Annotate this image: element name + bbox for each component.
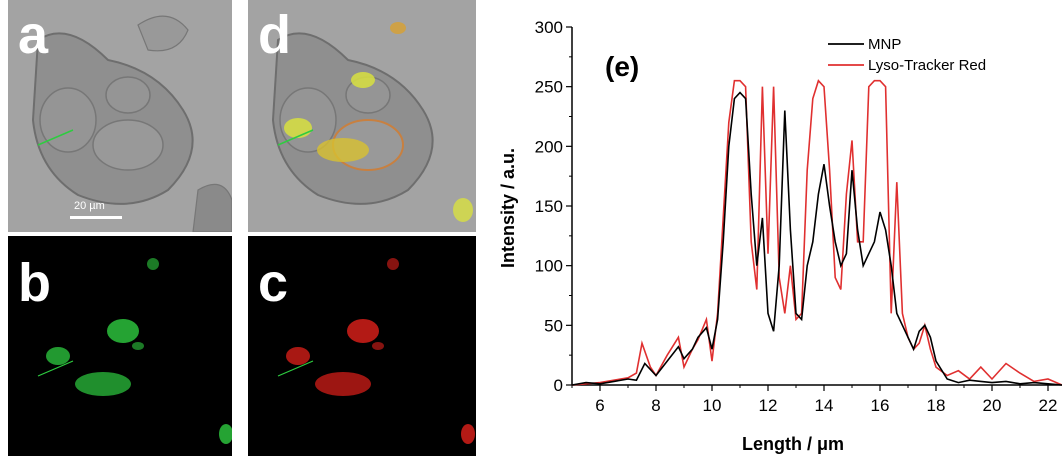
legend-label: MNP bbox=[868, 36, 901, 53]
scale-bar-label: 20 µm bbox=[74, 200, 105, 212]
x-tick-label: 8 bbox=[651, 396, 660, 415]
chart-axes: 0 50 100 150 200 250 300 6 8 10 12 14 16 18 20 22 bbox=[535, 18, 1062, 415]
x-tick-label: 22 bbox=[1039, 396, 1058, 415]
red-channel-image bbox=[248, 236, 476, 456]
x-tick-label: 6 bbox=[595, 396, 604, 415]
x-tick-label: 18 bbox=[927, 396, 946, 415]
x-tick-label: 20 bbox=[983, 396, 1002, 415]
x-tick-label: 14 bbox=[815, 396, 834, 415]
merged-image bbox=[248, 0, 476, 232]
y-tick-label: 300 bbox=[535, 18, 563, 37]
y-tick-label: 100 bbox=[535, 257, 563, 276]
series-line-lyso-tracker-red bbox=[571, 79, 1062, 386]
y-tick-label: 50 bbox=[544, 316, 563, 335]
brightfield-image bbox=[8, 0, 232, 232]
intensity-profile-chart: 0 50 100 150 200 250 300 6 8 10 12 14 16 18 20 22 (e) M… bbox=[498, 18, 1062, 454]
x-axis-title: Length / μm bbox=[742, 434, 844, 454]
y-tick-label: 0 bbox=[554, 376, 563, 395]
x-tick-label: 10 bbox=[703, 396, 722, 415]
x-tick-label: 12 bbox=[759, 396, 778, 415]
y-tick-label: 250 bbox=[535, 78, 563, 97]
y-tick-label: 150 bbox=[535, 197, 563, 216]
panel-label-a: a bbox=[18, 5, 49, 65]
panel-b-green: b bbox=[8, 236, 232, 456]
chart-panel-label: (e) bbox=[605, 51, 639, 82]
scale-bar bbox=[70, 216, 122, 219]
series-line-mnp bbox=[571, 91, 1062, 386]
panel-d-merged: d bbox=[248, 0, 476, 232]
panel-label-b: b bbox=[18, 253, 51, 313]
legend-label: Lyso-Tracker Red bbox=[868, 57, 986, 74]
panel-label-d: d bbox=[258, 5, 291, 65]
panel-label-c: c bbox=[258, 253, 289, 313]
y-axis-title: Intensity / a.u. bbox=[498, 148, 518, 268]
chart-series bbox=[571, 79, 1062, 386]
chart-legend: MNP Lyso-Tracker Red bbox=[828, 36, 986, 74]
panel-a-brightfield: a 20 µm bbox=[8, 0, 232, 232]
green-channel-image bbox=[8, 236, 232, 456]
x-tick-label: 16 bbox=[871, 396, 890, 415]
y-tick-label: 200 bbox=[535, 137, 563, 156]
panel-c-red: c bbox=[248, 236, 476, 456]
